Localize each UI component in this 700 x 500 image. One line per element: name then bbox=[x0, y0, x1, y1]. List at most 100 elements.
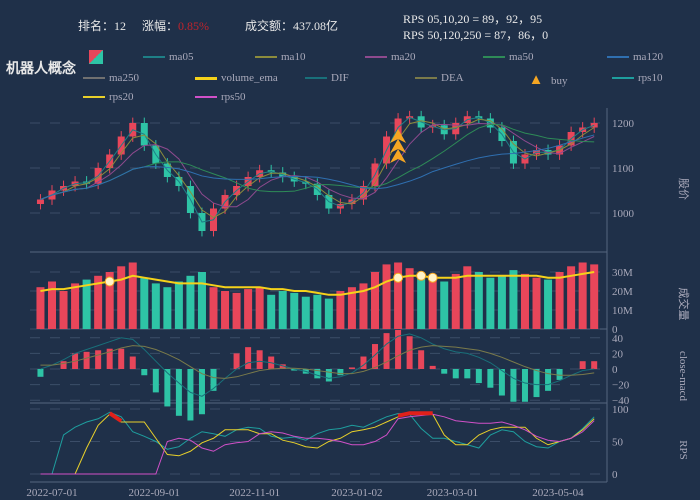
macd-bar bbox=[395, 330, 402, 369]
y-tick-label: 1200 bbox=[612, 118, 635, 130]
y-tick-label: 20M bbox=[612, 286, 633, 298]
macd-bar bbox=[360, 356, 367, 369]
legend-ma120[interactable]: ma120 bbox=[607, 51, 663, 63]
volume-bar bbox=[255, 287, 264, 329]
y-tick-label: 20 bbox=[612, 348, 624, 360]
x-tick-label: 2022-09-01 bbox=[129, 487, 180, 499]
ma05-line bbox=[40, 116, 595, 223]
volume-bar bbox=[313, 294, 322, 329]
legend-label: ma20 bbox=[391, 51, 416, 63]
candle bbox=[36, 199, 44, 204]
legend-ma250[interactable]: ma250 bbox=[83, 72, 139, 84]
macd-bar bbox=[418, 350, 425, 369]
y-tick-label: 0 bbox=[612, 469, 618, 481]
rps20-line bbox=[40, 413, 595, 475]
legend-DIF[interactable]: DIF bbox=[305, 72, 349, 84]
volume-bar bbox=[555, 272, 564, 329]
volume-bar bbox=[440, 281, 449, 329]
rps-highlight bbox=[108, 411, 123, 423]
volume-bar bbox=[347, 287, 356, 329]
volume-bar bbox=[163, 287, 172, 329]
candle-legend-icon[interactable] bbox=[89, 50, 103, 64]
legend-swatch bbox=[195, 76, 217, 80]
macd-bar bbox=[233, 353, 240, 369]
volume-bar bbox=[359, 283, 368, 329]
macd-bar bbox=[510, 369, 517, 402]
volume-bar bbox=[244, 289, 253, 329]
legend-ma05[interactable]: ma05 bbox=[143, 51, 193, 63]
volume-bar bbox=[128, 262, 137, 329]
y-tick-label: 0 bbox=[612, 324, 618, 336]
macd-bar bbox=[406, 336, 413, 369]
amount-label: 成交额： bbox=[245, 19, 294, 33]
macd-bar bbox=[198, 369, 205, 415]
macd-bar bbox=[498, 369, 505, 396]
macd-bar bbox=[383, 333, 390, 369]
legend-label: rps50 bbox=[221, 91, 246, 103]
volume-bar bbox=[324, 298, 333, 329]
volume-bar bbox=[486, 277, 495, 329]
y-axis-label: RPS bbox=[677, 440, 689, 460]
volume-bar bbox=[209, 287, 218, 329]
macd-bar bbox=[129, 356, 136, 369]
volume-bar bbox=[186, 275, 195, 329]
macd-bar bbox=[556, 369, 563, 380]
volume-bar bbox=[474, 272, 483, 329]
macd-bar bbox=[521, 369, 528, 402]
change-value: 0.85% bbox=[178, 19, 210, 33]
rank: 排名：12 bbox=[78, 17, 126, 34]
legend-swatch bbox=[195, 96, 217, 98]
legend-swatch bbox=[607, 56, 629, 58]
volume-bar bbox=[532, 277, 541, 329]
legend-ma10[interactable]: ma10 bbox=[255, 51, 305, 63]
volume-bar bbox=[590, 264, 599, 329]
legend-rps20[interactable]: rps20 bbox=[83, 91, 133, 103]
volume-highlight-marker bbox=[104, 276, 115, 287]
x-tick-label: 2023-03-01 bbox=[427, 487, 478, 499]
volume-bar bbox=[221, 291, 230, 329]
volume-bar bbox=[451, 273, 460, 329]
y-tick-label: 1100 bbox=[612, 163, 634, 175]
macd-bar bbox=[429, 365, 436, 369]
y-tick-label: 100 bbox=[612, 404, 629, 416]
legend-swatch bbox=[612, 77, 634, 79]
legend-swatch bbox=[305, 77, 327, 79]
legend-buy[interactable]: ▲ buy bbox=[525, 72, 568, 89]
legend-swatch bbox=[255, 56, 277, 58]
volume-bar bbox=[117, 266, 126, 329]
y-axis-label: close-macd bbox=[677, 351, 689, 402]
amount-value: 437.08亿 bbox=[293, 19, 339, 33]
legend-rps10[interactable]: rps10 bbox=[612, 72, 662, 84]
volume-bar bbox=[371, 272, 380, 329]
legend-rps50[interactable]: rps50 bbox=[195, 91, 245, 103]
legend-ma50[interactable]: ma50 bbox=[483, 51, 533, 63]
volume-ema-line bbox=[40, 271, 595, 296]
macd-bar bbox=[452, 369, 459, 379]
volume-bar bbox=[417, 275, 426, 329]
ma120-line bbox=[40, 134, 595, 200]
legend-DEA[interactable]: DEA bbox=[415, 72, 464, 84]
buy-arrow-icon bbox=[390, 149, 407, 163]
volume-highlight-marker bbox=[427, 272, 438, 283]
rps-highlight bbox=[397, 411, 433, 418]
macd-bar bbox=[314, 369, 321, 379]
volume-bar bbox=[405, 268, 414, 329]
legend-ma20[interactable]: ma20 bbox=[365, 51, 415, 63]
volume-bar bbox=[82, 279, 91, 329]
y-axis-label: 股价 bbox=[677, 178, 690, 200]
dif-line bbox=[40, 333, 595, 397]
legend-volume_ema[interactable]: volume_ema bbox=[195, 72, 278, 84]
y-tick-label: 0 bbox=[612, 364, 618, 376]
volume-bar bbox=[290, 292, 299, 329]
macd-bar bbox=[60, 361, 67, 369]
volume-bar bbox=[174, 281, 183, 329]
macd-bar bbox=[441, 369, 448, 374]
volume-bar bbox=[197, 272, 206, 329]
sector-name: 机器人概念 bbox=[6, 62, 76, 77]
macd-bar bbox=[164, 369, 171, 407]
macd-bar bbox=[83, 351, 90, 369]
y-tick-label: 10M bbox=[612, 305, 633, 317]
y-tick-label: −40 bbox=[612, 395, 630, 407]
macd-bar bbox=[291, 369, 298, 371]
